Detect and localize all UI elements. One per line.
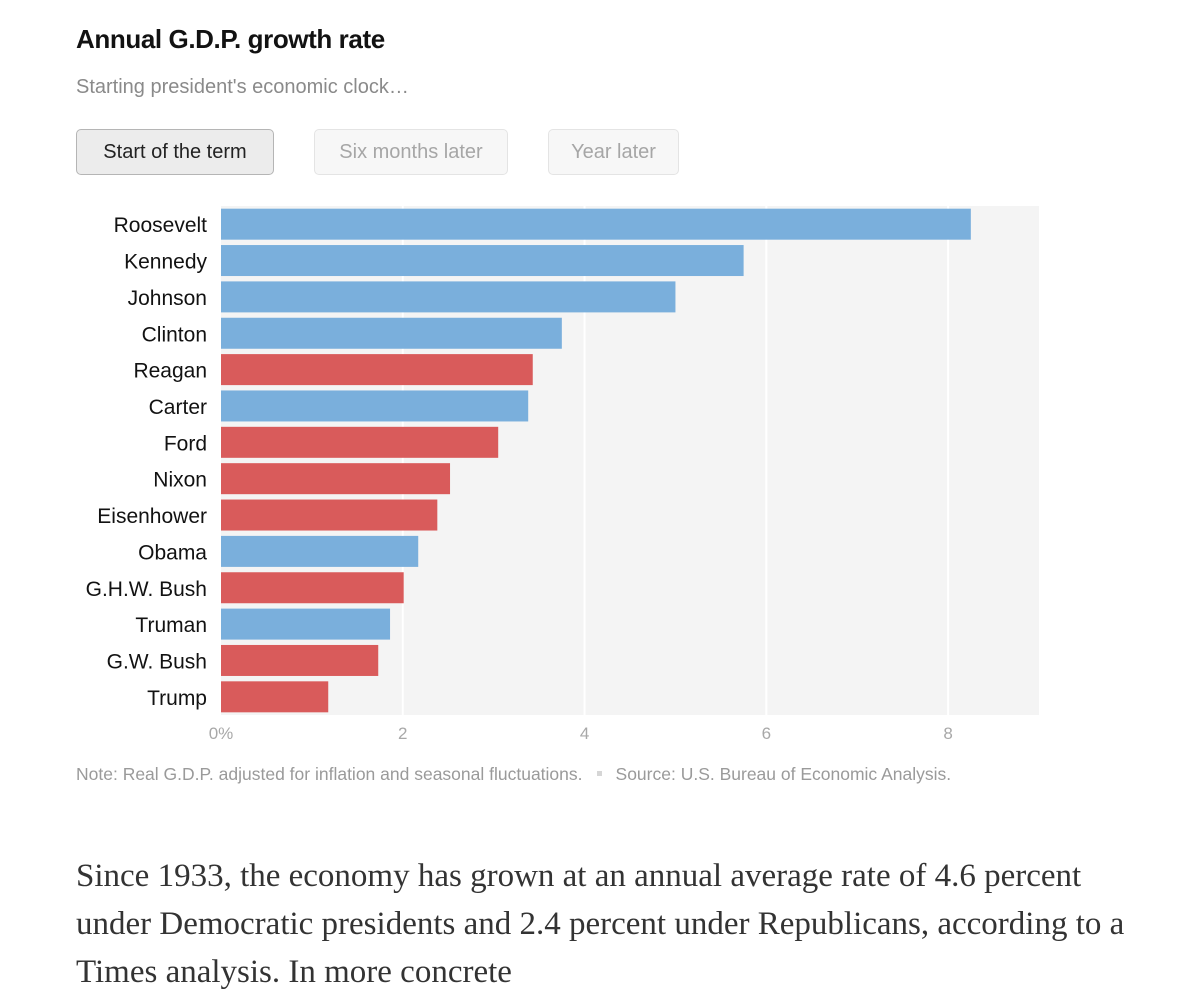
category-labels: Roosevelt Kennedy Johnson Clinton Reagan Cart… — [86, 214, 208, 710]
category-label: Truman — [135, 614, 207, 637]
category-label: Clinton — [142, 323, 207, 346]
bar — [221, 463, 451, 495]
bar — [221, 426, 499, 458]
category-label: Kennedy — [124, 251, 207, 274]
category-label: G.H.W. Bush — [86, 578, 207, 601]
category-label: Roosevelt — [114, 214, 208, 237]
bar — [221, 390, 529, 422]
category-label: Ford — [164, 432, 207, 455]
category-label: Carter — [149, 396, 207, 419]
chart-title: Annual G.D.P. growth rate — [76, 24, 385, 54]
chart-subtitle: Starting president's economic clock… — [76, 76, 409, 98]
x-tick-label: 4 — [580, 724, 589, 743]
x-tick-label: 8 — [943, 724, 952, 743]
bar — [221, 681, 329, 713]
category-label: Obama — [138, 541, 207, 564]
source-text: Source: U.S. Bureau of Economic Analysis… — [615, 764, 952, 784]
category-label: G.W. Bush — [107, 650, 207, 673]
start-of-term-button[interactable]: Start of the term — [76, 129, 274, 175]
bar — [221, 644, 379, 676]
category-label: Johnson — [128, 287, 207, 310]
bar — [221, 281, 676, 313]
x-tick-label: 6 — [762, 724, 771, 743]
x-tick-labels: 0% 2 4 6 8 — [209, 724, 953, 743]
gdp-bar-chart: Roosevelt Kennedy Johnson Clinton Reagan Cart… — [86, 206, 1039, 743]
bar — [221, 535, 419, 567]
separator-dot — [596, 771, 602, 777]
category-label: Eisenhower — [97, 505, 207, 528]
article-paragraph: Since 1933, the economy has grown at an … — [76, 858, 1125, 990]
bar — [221, 317, 562, 349]
bars — [221, 208, 971, 713]
bar — [221, 354, 533, 386]
x-tick-label: 2 — [398, 724, 407, 743]
bar — [221, 499, 438, 531]
note-text: Note: Real G.D.P. adjusted for inflation… — [76, 764, 583, 784]
six-months-later-button[interactable]: Six months later — [314, 129, 508, 175]
bar — [221, 572, 404, 604]
bar — [221, 245, 744, 277]
category-label: Nixon — [153, 469, 207, 492]
x-tick-label: 0% — [209, 724, 234, 743]
bar — [221, 208, 971, 240]
category-label: Trump — [147, 687, 207, 710]
category-label: Reagan — [133, 360, 207, 383]
year-later-button[interactable]: Year later — [548, 129, 679, 175]
chart-note: Note: Real G.D.P. adjusted for inflation… — [76, 760, 1036, 789]
bar — [221, 608, 391, 640]
